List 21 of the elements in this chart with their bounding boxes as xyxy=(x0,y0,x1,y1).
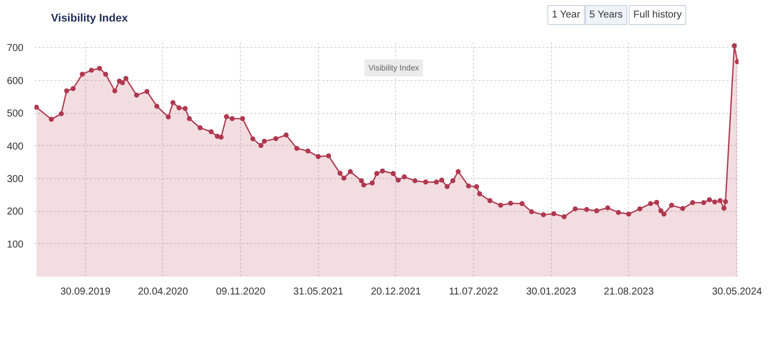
chart-title: Visibility Index xyxy=(51,12,129,24)
x-tick-label: 30.05.2024 xyxy=(712,286,762,298)
x-tick-label: 21.08.2023 xyxy=(604,286,654,298)
text: 1 Year xyxy=(552,10,581,20)
text: 5 Years xyxy=(589,10,623,20)
y-tick-label: 300 xyxy=(6,174,24,185)
x-tick-label: 20.04.2020 xyxy=(138,286,188,298)
x-tick-label: 31.05.2021 xyxy=(293,286,344,298)
x-tick-label: 09.11.2020 xyxy=(216,286,266,298)
x-tick-label: 20.12.2021 xyxy=(370,286,422,298)
y-tick-label: 200 xyxy=(6,206,24,218)
x-tick-label: 30.09.2019 xyxy=(60,286,111,298)
y-tick-label: 500 xyxy=(6,108,24,120)
y-tick-label: 100 xyxy=(6,239,24,250)
annotation: Visibility Index xyxy=(368,64,420,72)
x-tick-label: 30.01.2023 xyxy=(526,286,577,298)
y-tick-label: 700 xyxy=(6,43,24,54)
y-tick-label: 600 xyxy=(6,76,24,87)
text: Full history xyxy=(633,10,682,20)
y-tick-label: 400 xyxy=(6,141,24,152)
x-tick-label: 11.07.2022 xyxy=(448,286,499,298)
